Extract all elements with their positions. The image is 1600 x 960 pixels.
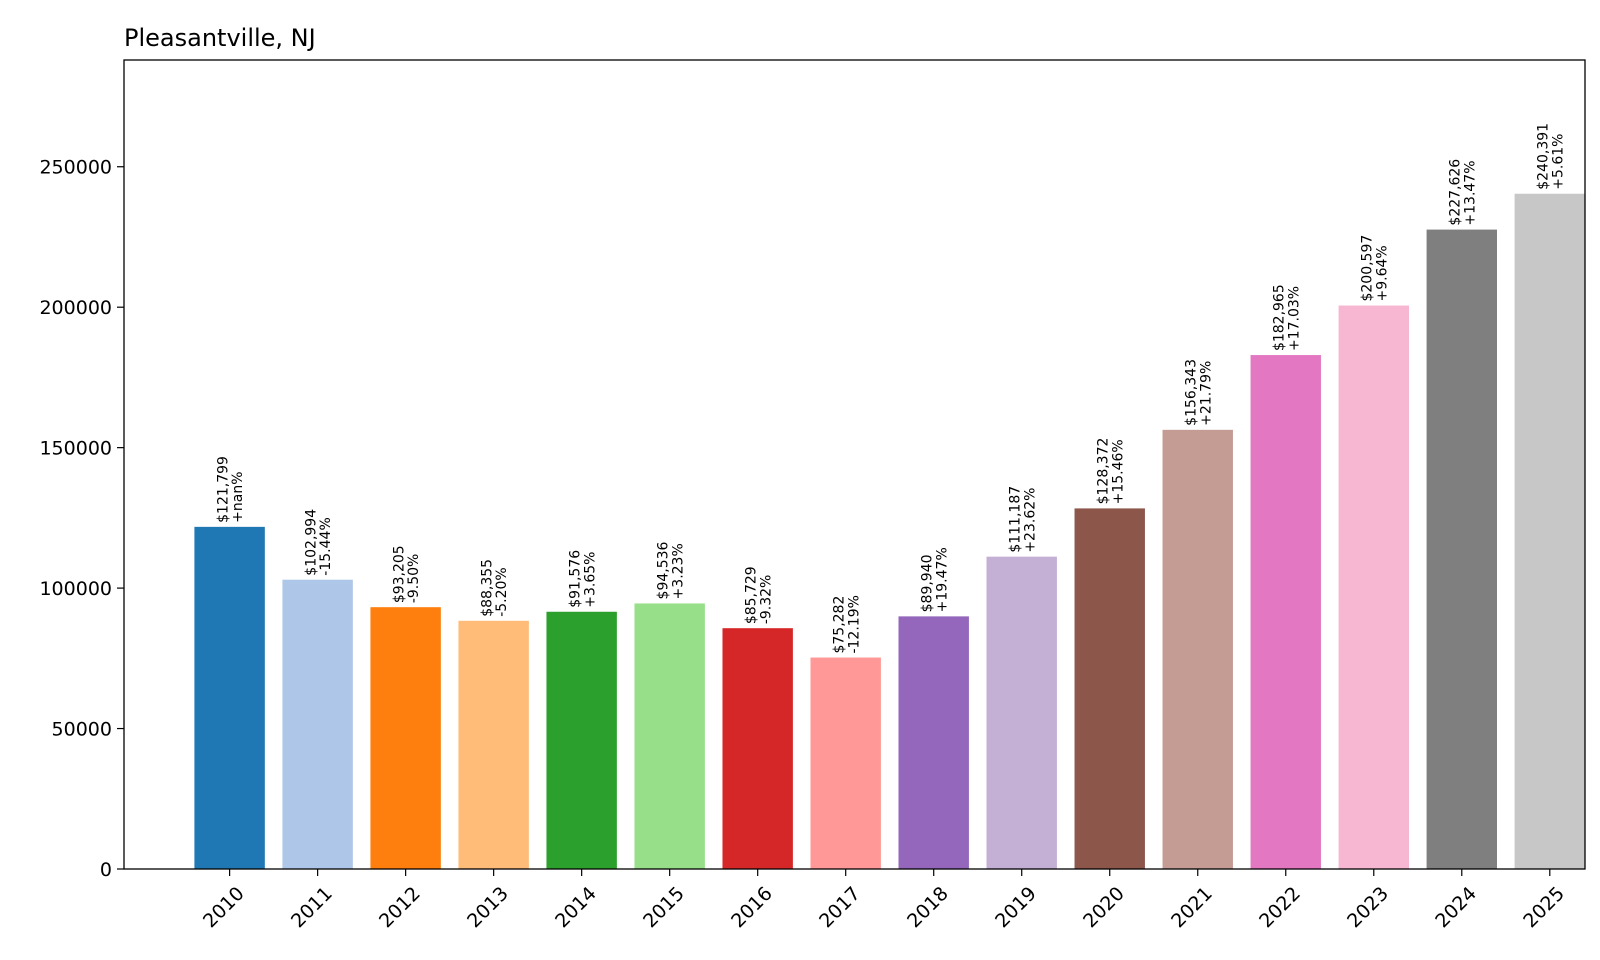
bar-value-label-2010: $121,799+nan% (216, 456, 247, 523)
bar-price-label: $227,626 (1448, 159, 1464, 226)
bar-2011 (282, 579, 353, 869)
bar-price-label: $121,799 (216, 456, 232, 523)
x-tick-label-2016: 2016 (727, 883, 777, 933)
bar-price-label: $89,940 (920, 554, 936, 612)
bar-change-label: +9.64% (1374, 245, 1390, 301)
bar-price-label: $111,187 (1008, 486, 1024, 553)
bar-change-label: -9.32% (758, 575, 774, 625)
x-tick-label-2021: 2021 (1167, 883, 1217, 933)
bar-2021 (1162, 429, 1233, 869)
bar-2010 (194, 526, 265, 869)
bar-price-label: $88,355 (480, 559, 496, 617)
x-tick-label-2023: 2023 (1343, 883, 1393, 933)
bar-value-label-2018: $89,940+19.47% (920, 547, 951, 612)
x-tick-label-2012: 2012 (375, 883, 425, 933)
chart-title: Pleasantville, NJ (124, 24, 316, 52)
plot-frame (123, 59, 1586, 870)
y-tick-label-250000: 250000 (39, 157, 112, 179)
bar-2025 (1514, 193, 1585, 870)
bar-value-label-2017: $75,282-12.19% (832, 595, 863, 653)
bar-2020 (1074, 508, 1145, 869)
x-tick-label-2014: 2014 (551, 883, 601, 933)
y-tick-label-200000: 200000 (39, 297, 112, 319)
bar-value-label-2011: $102,994-15.44% (304, 509, 335, 576)
bar-change-label: +nan% (230, 472, 246, 523)
x-axis: 2010 2011 2012 2013 2014 2015 2016 2017 2018 2019… (199, 869, 1569, 932)
bar-2023 (1338, 305, 1409, 869)
bar-change-label: -15.44% (318, 517, 334, 575)
x-tick-label-2022: 2022 (1255, 883, 1305, 933)
bar-2019 (986, 556, 1057, 869)
bar-2015 (634, 603, 705, 869)
bar-change-label: +13.47% (1462, 160, 1478, 225)
x-tick-label-2010: 2010 (199, 883, 249, 933)
bar-price-label: $240,391 (1536, 123, 1552, 190)
bar-2012 (370, 607, 441, 869)
bar-2016 (722, 628, 793, 869)
bar-change-label: +17.03% (1286, 286, 1302, 351)
bar-value-label-2023: $200,597+9.64% (1360, 235, 1391, 302)
y-tick-label-150000: 150000 (39, 438, 112, 460)
bar-change-label: +21.79% (1198, 361, 1214, 426)
bar-value-label-2019: $111,187+23.62% (1008, 486, 1039, 553)
y-tick-label-100000: 100000 (39, 578, 112, 600)
x-tick-label-2024: 2024 (1431, 883, 1481, 933)
bars-group (194, 193, 1585, 870)
bar-labels-group: $121,799+nan% $102,994-15.44% $93,205-9.50… (216, 123, 1567, 654)
bar-change-label: +3.65% (582, 552, 598, 608)
bar-price-label: $200,597 (1360, 235, 1376, 302)
x-tick-label-2015: 2015 (639, 883, 689, 933)
bar-value-label-2014: $91,576+3.65% (568, 550, 599, 608)
bar-value-label-2022: $182,965+17.03% (1272, 284, 1303, 351)
x-tick-label-2017: 2017 (815, 883, 865, 933)
bar-2014 (546, 611, 617, 869)
bar-change-label: +23.62% (1022, 488, 1038, 553)
y-tick-label-50000: 50000 (52, 719, 112, 741)
bar-value-label-2021: $156,343+21.79% (1184, 359, 1215, 426)
bar-change-label: +3.23% (670, 543, 686, 599)
y-tick-label-0: 0 (100, 859, 112, 881)
bar-value-label-2025: $240,391+5.61% (1536, 123, 1567, 190)
bar-value-label-2012: $93,205-9.50% (392, 545, 423, 603)
bar-price-label: $128,372 (1096, 438, 1112, 505)
bar-value-label-2024: $227,626+13.47% (1448, 159, 1479, 226)
bar-price-label: $94,536 (656, 541, 672, 599)
bar-value-label-2020: $128,372+15.46% (1096, 438, 1127, 505)
bar-value-label-2013: $88,355-5.20% (480, 559, 511, 617)
bar-change-label: -12.19% (846, 595, 862, 653)
x-tick-label-2013: 2013 (463, 883, 513, 933)
x-tick-label-2011: 2011 (287, 883, 337, 933)
x-tick-label-2020: 2020 (1079, 883, 1129, 933)
bar-change-label: +15.46% (1110, 439, 1126, 504)
bar-2017 (810, 657, 881, 869)
y-axis: 0 50000 100000 150000 200000 250000 (39, 157, 124, 881)
bar-change-label: +5.61% (1550, 134, 1566, 190)
bar-value-label-2015: $94,536+3.23% (656, 541, 687, 599)
bar-price-label: $75,282 (832, 596, 848, 654)
bar-price-label: $156,343 (1184, 359, 1200, 426)
bar-change-label: -5.20% (494, 567, 510, 617)
bar-2013 (458, 620, 529, 869)
bar-2018 (898, 616, 969, 869)
bar-2024 (1426, 229, 1497, 870)
bar-change-label: -9.50% (406, 554, 422, 604)
bar-price-label: $85,729 (744, 566, 760, 624)
bar-price-label: $93,205 (392, 545, 408, 603)
bar-price-label: $91,576 (568, 550, 584, 608)
bar-price-label: $182,965 (1272, 284, 1288, 351)
bar-value-label-2016: $85,729-9.32% (744, 566, 775, 624)
x-tick-label-2025: 2025 (1519, 883, 1569, 933)
x-tick-label-2019: 2019 (991, 883, 1041, 933)
x-tick-label-2018: 2018 (903, 883, 953, 933)
bar-price-label: $102,994 (304, 509, 320, 576)
bar-change-label: +19.47% (934, 547, 950, 612)
bar-2022 (1250, 355, 1321, 869)
